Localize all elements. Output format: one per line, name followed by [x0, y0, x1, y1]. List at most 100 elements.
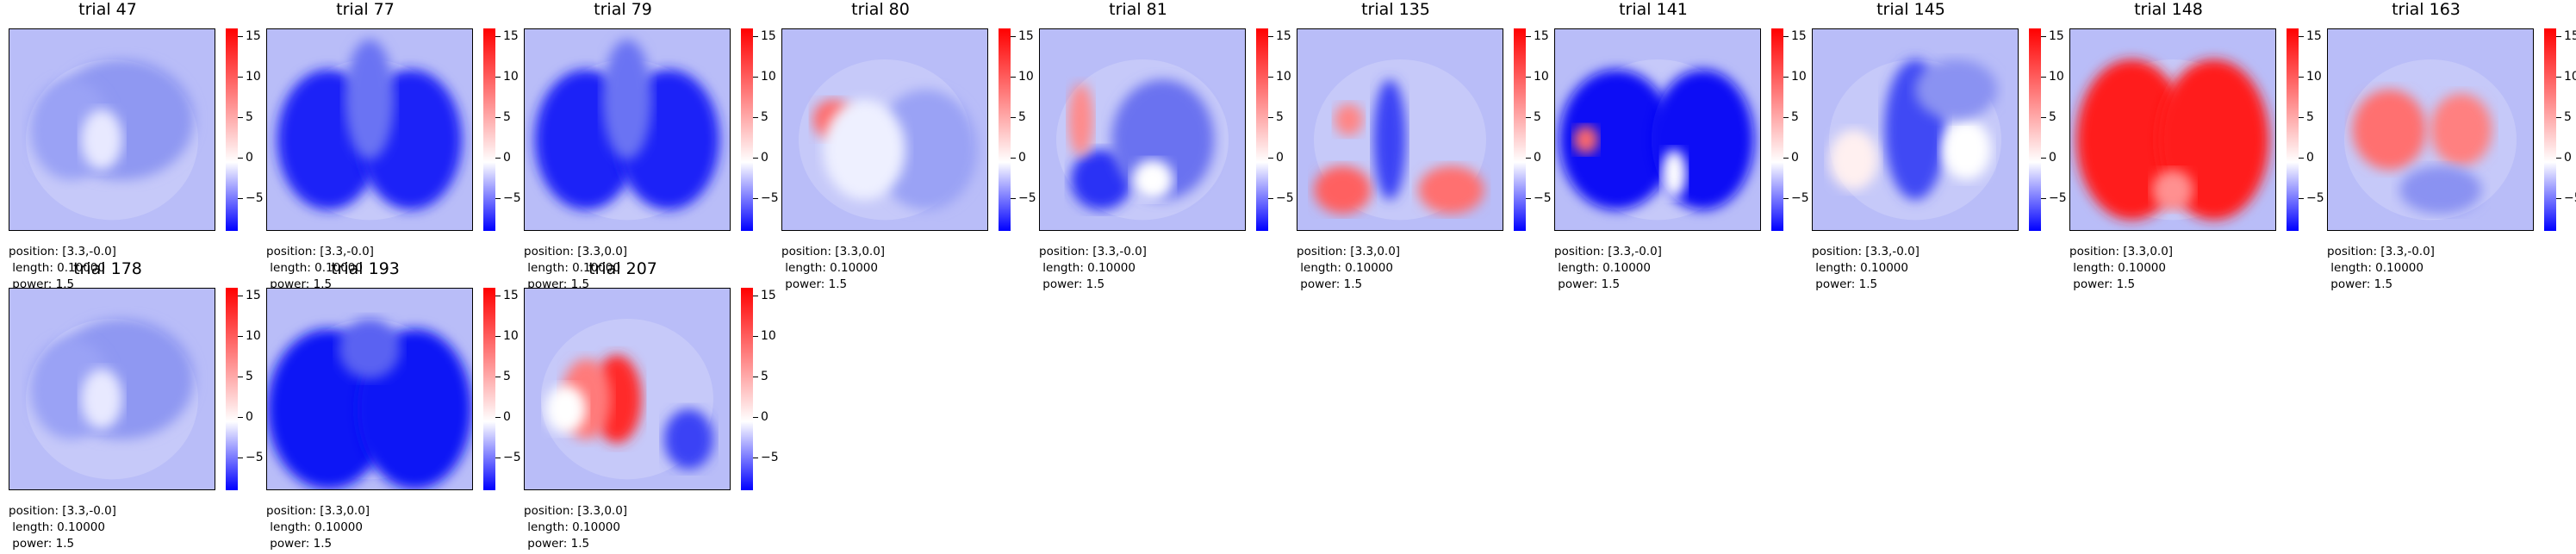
colorbar-tick	[495, 336, 501, 338]
colorbar-tick	[495, 77, 501, 78]
caption-position: position: [3.3,0.0]	[1297, 245, 1401, 258]
colorbar-tick-label: 10	[503, 329, 519, 344]
heatmap-svg	[2076, 59, 2269, 221]
colorbar-tick-label: 15	[2564, 29, 2576, 44]
activation-blob	[1418, 165, 1484, 215]
colorbar-tick-label: 15	[761, 29, 776, 44]
heatmap-svg	[799, 59, 978, 221]
colorbar-tick-label: −5	[246, 451, 264, 465]
activation-blob	[874, 89, 978, 210]
caption-length: length: 0.10000	[1039, 261, 1136, 275]
caption-position: position: [3.3,-0.0]	[9, 504, 116, 518]
heatmap-panel: trial 141 15 10 5 0 −5 position: [3.3,-0.0] le…	[1546, 0, 1809, 291]
colorbar-tick	[238, 336, 243, 338]
colorbar-tick	[238, 36, 243, 38]
colorbar-tick	[2299, 77, 2304, 78]
colorbar-tick	[1011, 77, 1016, 78]
heatmap-image	[1039, 28, 1246, 231]
colorbar-tick-label: −5	[2564, 191, 2576, 206]
caption-position: position: [3.3,-0.0]	[1554, 245, 1662, 258]
activation-blob	[544, 384, 587, 433]
colorbar	[483, 28, 495, 231]
colorbar-tick-label: 5	[761, 370, 768, 384]
heatmap-panel: trial 79 15 10 5 0 −5 position: [3.3,0.0] leng…	[515, 0, 779, 291]
colorbar-tick	[2556, 198, 2561, 200]
heatmap-image	[2069, 28, 2276, 231]
caption-position: position: [3.3,0.0]	[781, 245, 886, 258]
panel-caption: position: [3.3,0.0] length: 0.10000 powe…	[266, 503, 370, 552]
colorbar-tick-label: 0	[761, 151, 768, 165]
colorbar-tick	[2041, 117, 2046, 119]
colorbar-tick	[753, 117, 758, 119]
panel-caption: position: [3.3,0.0] length: 0.10000 powe…	[524, 503, 627, 552]
heatmap-image	[2327, 28, 2534, 231]
colorbar-tick-label: 15	[246, 289, 261, 303]
colorbar-tick-label: 10	[2049, 70, 2064, 84]
colorbar-tick-label: 5	[246, 370, 253, 384]
colorbar-tick-label: 15	[246, 29, 261, 44]
colorbar-tick-label: 15	[1018, 29, 1034, 44]
colorbar-tick	[753, 77, 758, 78]
colorbar-tick-label: −5	[503, 191, 521, 206]
colorbar-tick	[2041, 198, 2046, 200]
colorbar-tick	[2556, 158, 2561, 159]
colorbar-tick-label: 15	[761, 289, 776, 303]
colorbar-tick	[495, 36, 501, 38]
panel-title: trial 79	[594, 0, 652, 19]
heatmap-svg	[26, 318, 198, 480]
panel-caption: position: [3.3,-0.0] length: 0.10000 pow…	[1039, 244, 1147, 293]
activation-blob	[81, 369, 122, 430]
caption-position: position: [3.3,0.0]	[266, 504, 370, 518]
caption-power: power: 1.5	[266, 537, 333, 551]
panel-title: trial 178	[73, 259, 142, 278]
panel-title: trial 77	[336, 0, 395, 19]
panel-caption: position: [3.3,-0.0] length: 0.10000 pow…	[2327, 244, 2435, 293]
caption-position: position: [3.3,0.0]	[524, 504, 628, 518]
colorbar-tick-label: 15	[503, 289, 519, 303]
caption-position: position: [3.3,-0.0]	[1812, 245, 1920, 258]
heatmap-image	[524, 288, 731, 490]
heatmap-image	[781, 28, 988, 231]
panel-title: trial 163	[2392, 0, 2461, 19]
activation-blob	[823, 99, 905, 201]
colorbar-tick-label: 5	[503, 110, 511, 125]
colorbar-tick-label: 0	[2049, 151, 2056, 165]
panel-caption: position: [3.3,0.0] length: 0.10000 powe…	[781, 244, 885, 293]
colorbar-tick	[238, 417, 243, 419]
colorbar-tick	[1011, 117, 1016, 119]
heatmap-svg	[541, 318, 713, 480]
activation-blob	[339, 318, 401, 379]
colorbar-tick-label: 0	[246, 410, 253, 425]
heatmap-image	[266, 288, 473, 490]
colorbar-tick-label: 0	[503, 410, 511, 425]
heatmap-image	[266, 28, 473, 231]
caption-power: power: 1.5	[1297, 277, 1363, 291]
heatmap-panel: trial 135 15 10 5 0 −5 position: [3.3,0.0] len…	[1288, 0, 1552, 291]
colorbar-tick	[1783, 77, 1789, 78]
colorbar	[226, 288, 238, 490]
heatmap-svg	[1559, 59, 1754, 221]
colorbar-tick	[495, 158, 501, 159]
colorbar-tick-label: 10	[1018, 70, 1034, 84]
colorbar-tick-label: −5	[761, 191, 779, 206]
caption-length: length: 0.10000	[9, 520, 105, 534]
colorbar-tick-label: −5	[1018, 191, 1036, 206]
caption-position: position: [3.3,0.0]	[2069, 245, 2174, 258]
heatmap-panel: trial 178 15 10 5 0 −5 position: [3.3,-0.0] le…	[0, 259, 264, 551]
activation-blob	[1373, 79, 1407, 201]
heatmap-image	[524, 28, 731, 231]
caption-power: power: 1.5	[781, 277, 848, 291]
colorbar-tick-label: 10	[1276, 70, 1291, 84]
colorbar-tick	[1526, 36, 1531, 38]
panel-caption: position: [3.3,0.0] length: 0.10000 powe…	[1297, 244, 1400, 293]
panel-caption: position: [3.3,-0.0] length: 0.10000 pow…	[9, 244, 116, 293]
heatmap-svg	[1314, 59, 1486, 221]
heatmap-panel: trial 163 15 10 5 0 −5 position: [3.3,-0.0] le…	[2318, 0, 2576, 291]
colorbar	[2287, 28, 2299, 231]
colorbar-tick-label: 0	[1276, 151, 1284, 165]
colorbar	[226, 28, 238, 231]
heatmap-svg	[534, 39, 720, 221]
heatmap-panel: trial 77 15 10 5 0 −5 position: [3.3,-0.0] len…	[258, 0, 521, 291]
panel-caption: position: [3.3,-0.0] length: 0.10000 pow…	[9, 503, 116, 552]
colorbar-tick-label: 5	[1534, 110, 1541, 125]
